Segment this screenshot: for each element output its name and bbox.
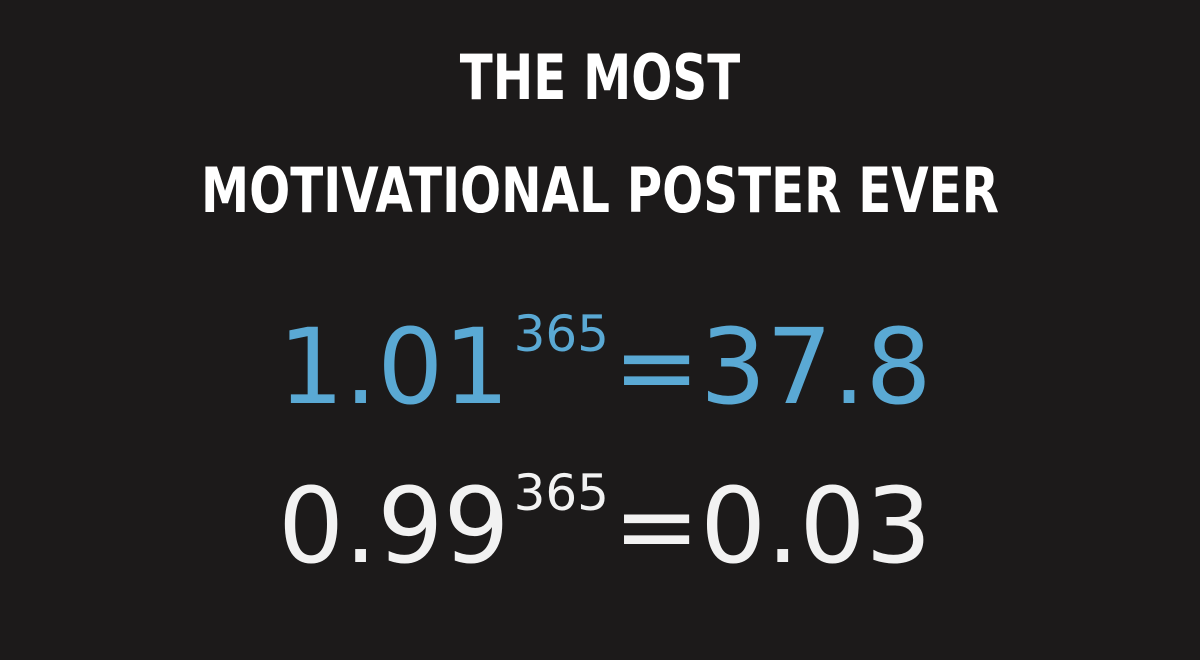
decline-result: 0.03 [700, 465, 932, 587]
growth-exponent: 365 [513, 305, 609, 363]
decline-equals-sign: = [613, 465, 701, 587]
growth-result: 37.8 [700, 306, 932, 428]
growth-base: 1.01 [278, 306, 510, 428]
growth-equation: 1.01365=37.8 [278, 309, 932, 425]
decline-base: 0.99 [278, 465, 510, 587]
decline-equation: 0.99365=0.03 [278, 468, 932, 584]
growth-equals-sign: = [613, 306, 701, 428]
poster-title-line-2: MOTIVATIONAL POSTER EVER [201, 154, 999, 227]
poster-title-line-1: THE MOST [459, 41, 741, 114]
decline-exponent: 365 [513, 464, 609, 522]
